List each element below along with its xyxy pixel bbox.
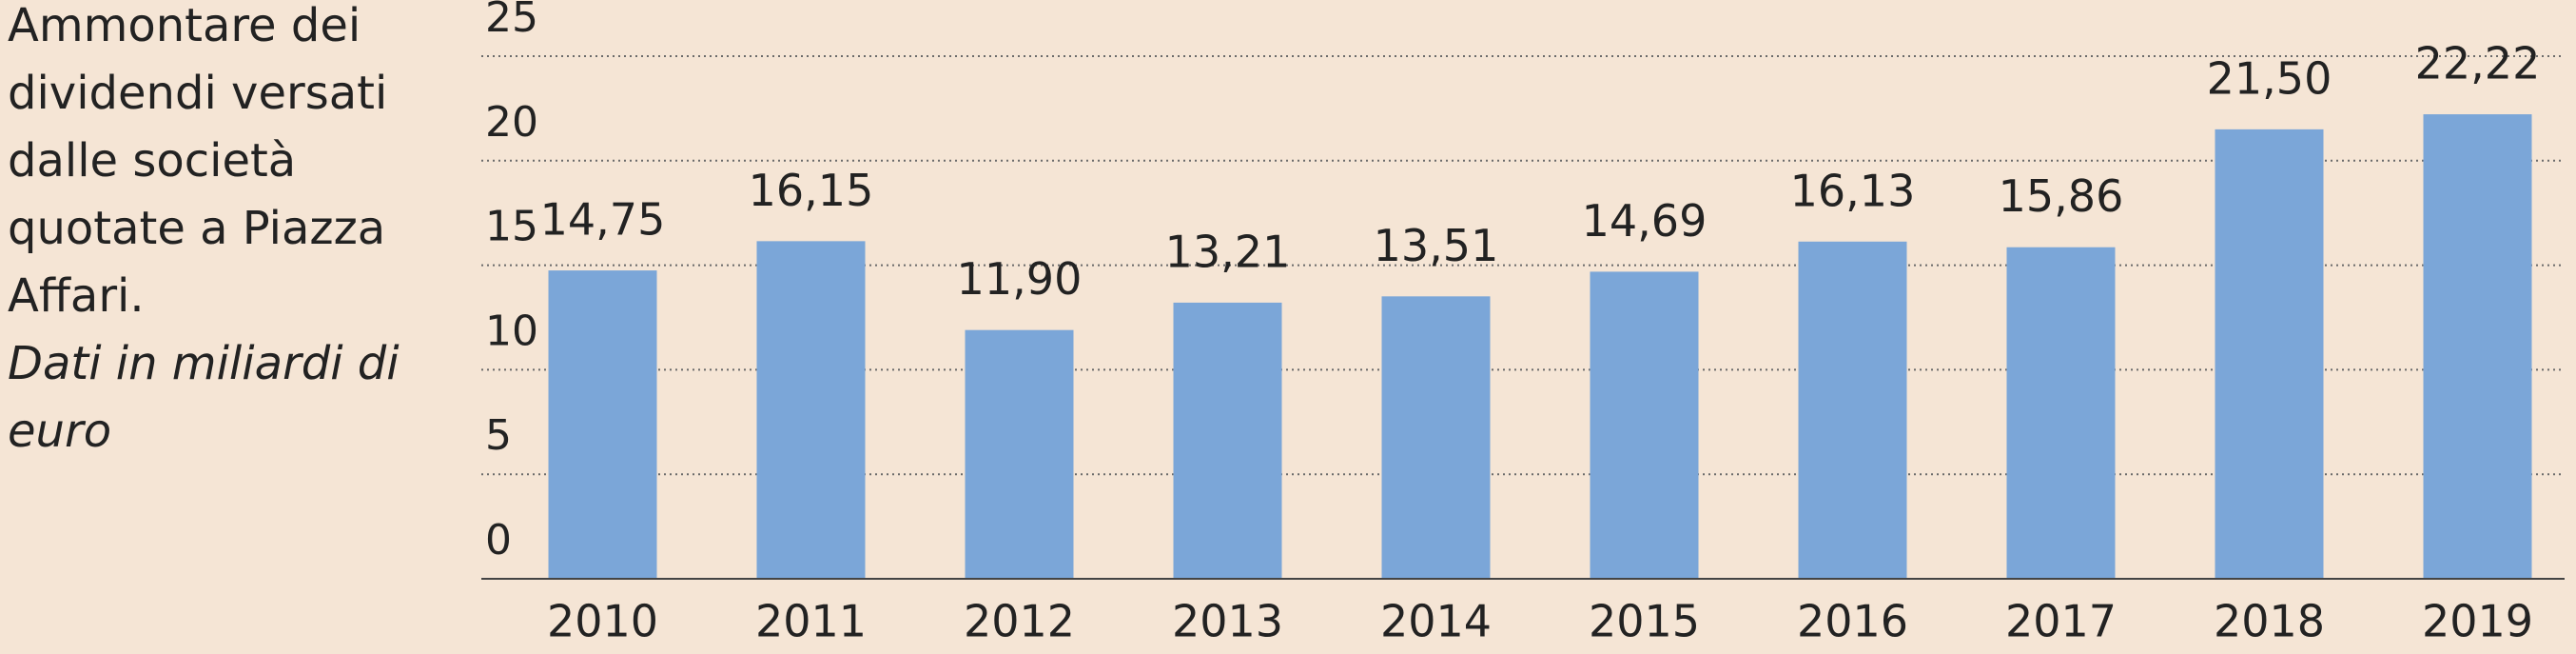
y-tick-label: 20 bbox=[485, 98, 538, 147]
x-tick-label: 2012 bbox=[964, 596, 1075, 647]
bar bbox=[2215, 129, 2324, 580]
bar bbox=[2006, 247, 2116, 579]
value-label: 16,13 bbox=[1790, 165, 1916, 216]
bar bbox=[548, 270, 657, 579]
bar bbox=[2423, 114, 2532, 579]
x-tick-label: 2016 bbox=[1797, 596, 1908, 647]
x-tick-label: 2017 bbox=[2005, 596, 2117, 647]
value-label: 11,90 bbox=[957, 253, 1083, 305]
value-label: 22,22 bbox=[2415, 38, 2541, 89]
value-label: 13,21 bbox=[1165, 226, 1291, 277]
bar bbox=[1173, 302, 1282, 579]
x-tick-label: 2010 bbox=[547, 596, 658, 647]
value-label: 13,51 bbox=[1374, 220, 1499, 271]
x-tick-label: 2018 bbox=[2214, 596, 2325, 647]
x-tick-label: 2013 bbox=[1172, 596, 1283, 647]
chart-subtitle: Dati in miliardi di euro bbox=[8, 337, 400, 458]
bar bbox=[1381, 296, 1491, 579]
y-tick-label: 5 bbox=[485, 411, 512, 460]
y-tick-label: 0 bbox=[485, 516, 512, 565]
y-tick-label: 25 bbox=[485, 0, 538, 42]
value-label: 15,86 bbox=[1999, 170, 2124, 222]
y-tick-label: 15 bbox=[485, 203, 538, 251]
bar bbox=[1798, 241, 1907, 579]
value-label: 16,15 bbox=[749, 165, 874, 216]
value-label: 14,69 bbox=[1582, 195, 1708, 247]
y-tick-label: 10 bbox=[485, 307, 538, 355]
bar bbox=[756, 241, 866, 579]
value-label: 14,75 bbox=[540, 194, 666, 246]
value-label: 21,50 bbox=[2207, 52, 2332, 104]
bar bbox=[965, 329, 1074, 579]
x-tick-label: 2014 bbox=[1380, 596, 1492, 647]
x-tick-label: 2015 bbox=[1589, 596, 1700, 647]
bar bbox=[1590, 271, 1699, 579]
x-tick-label: 2011 bbox=[755, 596, 867, 647]
x-tick-label: 2019 bbox=[2422, 596, 2533, 647]
chart-title: Ammontare dei dividendi versati dalle so… bbox=[8, 0, 388, 323]
titles: Ammontare dei dividendi versati dalle so… bbox=[8, 0, 407, 466]
